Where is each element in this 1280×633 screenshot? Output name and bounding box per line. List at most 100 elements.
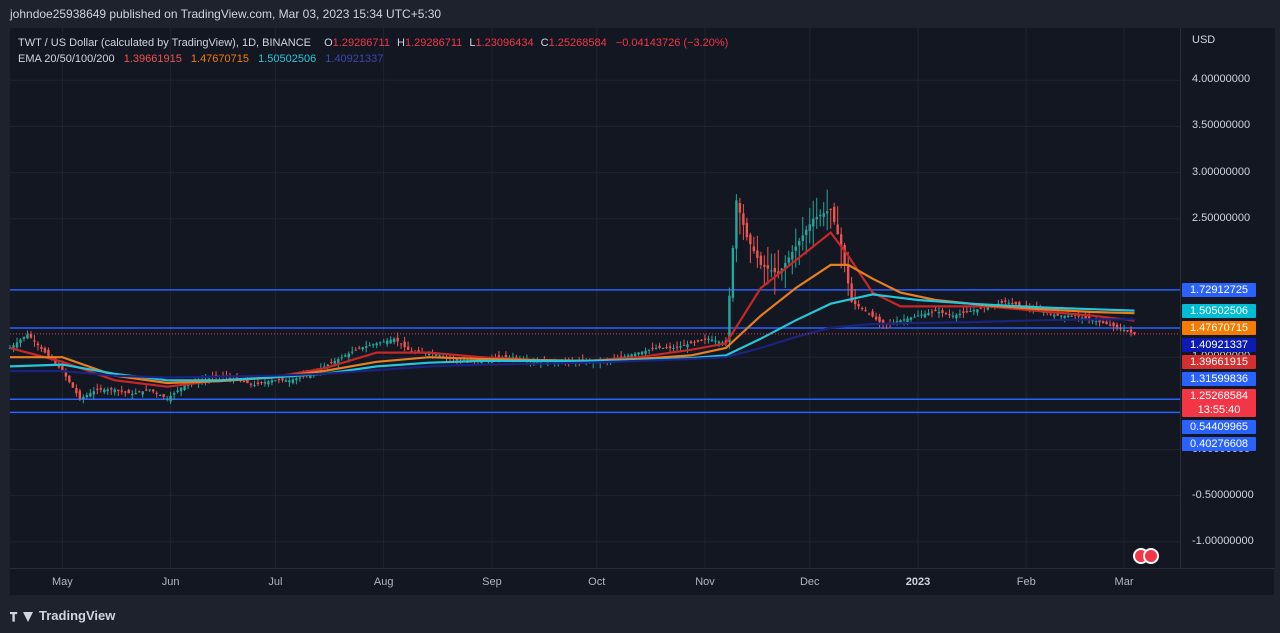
candle-body [183,384,186,390]
ema-line-ema200 [10,318,1135,379]
candle-body [832,206,836,222]
candle-body [1084,314,1087,319]
low-value: 1.23096434 [475,37,534,49]
candle-body [654,347,658,349]
candle-body [71,382,75,388]
candle-body [630,354,633,357]
time-scale[interactable] [10,568,1274,595]
candle-body [906,318,909,323]
candle-body [867,313,871,315]
candle-body [113,389,116,393]
us-flag-icon[interactable] [1143,548,1159,564]
x-tick-label: Aug [373,576,394,588]
candle-body [976,309,979,313]
x-tick-label: Jun [161,576,180,588]
candle-body [1105,321,1108,324]
candle-body [1133,332,1136,334]
candle-body [777,271,780,275]
x-tick-label: Oct [588,576,606,588]
candle-body [651,347,654,349]
candle-body [812,218,815,227]
ema-label[interactable]: EMA 20/50/100/200 [18,53,115,65]
candle-body [819,215,822,217]
y-tick-label: -1.00000000 [1192,534,1254,547]
candle-body [124,391,127,393]
candle-body [319,368,323,373]
chart-pane[interactable] [10,28,1180,568]
currency-label: USD [1192,34,1216,46]
candle-body [117,389,120,391]
candle-body [158,395,162,397]
candle-body [291,379,295,383]
candle-body [801,235,804,241]
events-flags[interactable] [1133,548,1159,569]
price-tag: 1.50502506 [1182,303,1256,318]
candle-body [344,355,347,357]
candle-body [354,349,357,351]
candle-body [798,240,801,246]
candle-body [361,347,364,350]
candle-body [815,216,818,220]
candle-body [57,365,61,368]
candle-body [640,351,644,355]
candle-body [1126,330,1129,332]
candle-body [110,388,113,390]
price-tag: 1.72912725 [1182,282,1256,297]
candle-body [934,309,937,312]
candle-body [12,345,15,350]
y-tick-label: 2.50000000 [1192,211,1251,224]
candle-body [228,377,232,379]
candle-body [1112,322,1115,327]
candle-body [242,381,246,383]
candle-body [1115,324,1119,328]
candle-body [326,364,329,366]
candle-body [260,382,263,384]
candle-body [22,336,26,339]
ema-line-ema50 [10,263,1135,385]
candle-body [675,346,679,348]
candle-body [337,359,340,363]
candle-body [1066,315,1070,318]
x-tick-label: Nov [695,576,715,588]
price-scale[interactable] [1180,28,1275,568]
candle-body [176,390,179,392]
x-tick-label: Sep [482,576,502,588]
candle-body [256,382,260,384]
symbol-title[interactable]: TWT / US Dollar (calculated by TradingVi… [18,37,312,49]
candle-body [731,247,735,298]
candle-body [375,343,378,346]
candle-body [427,352,431,356]
candle-body [438,355,441,357]
candle-body [637,352,640,355]
candle-body [134,393,137,395]
candle-body [1094,321,1098,323]
price-tag: 1.31599836 [1182,371,1256,386]
candle-body [392,338,396,342]
candle-body [623,356,626,358]
candle-body [323,366,326,368]
candle-body [878,316,881,323]
candle-body [155,392,158,394]
candle-body [864,310,867,312]
candle-body [29,333,33,338]
candle-body [368,345,371,347]
symbol-row: TWT / US Dollar (calculated by TradingVi… [18,37,729,49]
candle-body [497,355,501,358]
candle-body [89,393,92,397]
countdown-label: 13:55:40 [1197,403,1241,416]
candle-body [717,341,721,344]
x-tick-label: May [51,576,73,588]
ema50-value: 1.47670715 [190,53,250,65]
x-tick-label: Mar [1114,576,1134,588]
candle-body [351,351,354,353]
tradingview-logo[interactable]: TradingView [10,608,115,623]
candle-body [916,315,920,317]
candle-body [763,264,766,267]
candle-body [68,375,71,383]
price-tag: 1.47670715 [1182,320,1256,335]
price-tag: 1.39661915 [1182,354,1256,369]
candle-body [515,356,518,358]
candle-body [1049,313,1052,315]
candle-body [871,311,874,317]
candle-body [1101,321,1105,324]
